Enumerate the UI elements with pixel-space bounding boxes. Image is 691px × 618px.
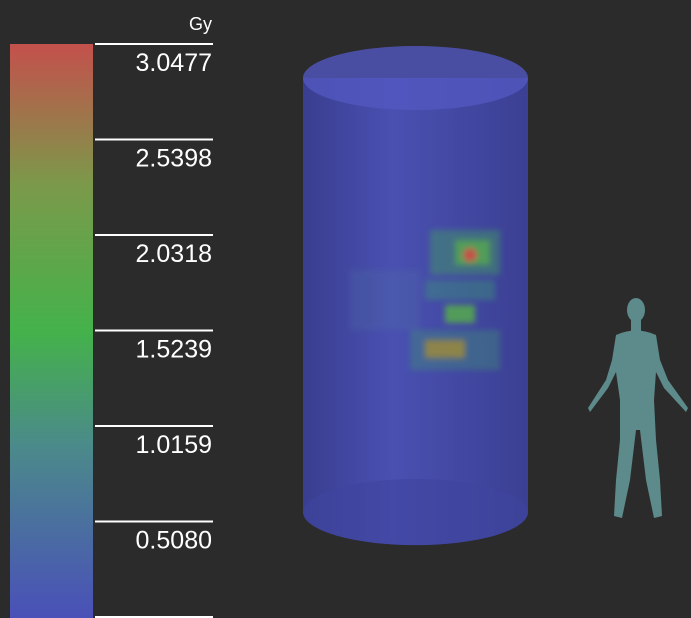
- dose-cylinder: [303, 46, 528, 546]
- tick-label: 1.0159: [136, 431, 212, 459]
- colorbar-unit: Gy: [189, 14, 212, 34]
- tick-label: 3.0477: [136, 49, 212, 77]
- colorbar-ticks: 3.0477 2.5398 2.0318 1.5239 1.0159 0.5080: [95, 43, 213, 554]
- human-figure: [588, 298, 688, 518]
- tick-label: 2.0318: [136, 240, 212, 268]
- tick-label: 0.5080: [136, 526, 212, 554]
- tick-label: 1.5239: [136, 335, 212, 363]
- tick-label: 2.5398: [136, 144, 212, 172]
- colorbar: [10, 44, 93, 618]
